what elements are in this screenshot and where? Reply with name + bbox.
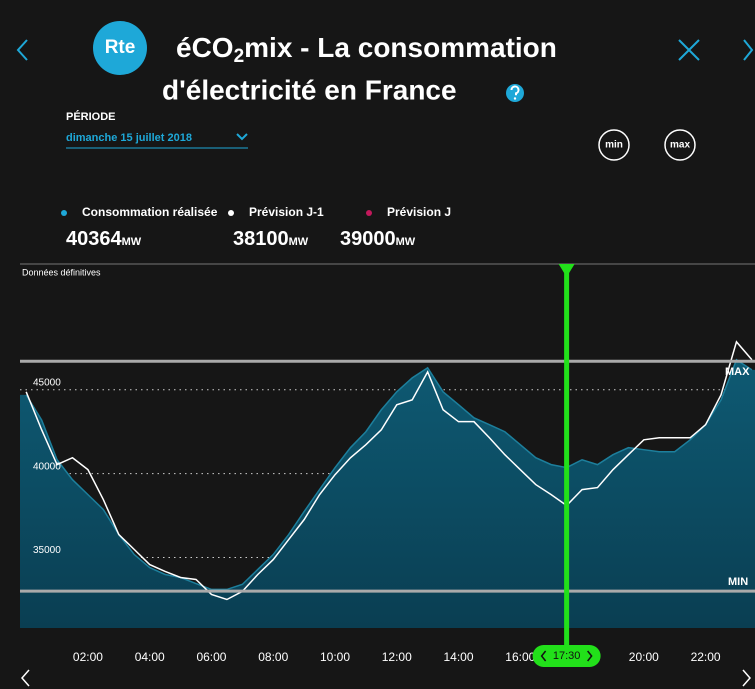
next-arrow[interactable] <box>743 39 754 61</box>
consumption-area <box>20 359 755 628</box>
legend-name: Prévision J <box>387 205 451 219</box>
readout-value: 38100MW <box>233 228 309 250</box>
x-tick-label: 06:00 <box>196 650 226 664</box>
legend-dot <box>228 210 234 216</box>
max-button-text: max <box>670 140 690 151</box>
unit: MW <box>396 236 416 248</box>
scroll-right[interactable] <box>742 669 751 687</box>
readout-value: 39000MW <box>340 228 416 250</box>
cursor-chevron-left <box>540 650 547 662</box>
x-tick-label: 22:00 <box>691 650 721 664</box>
x-tick-label: 20:00 <box>629 650 659 664</box>
help-glyph <box>510 85 520 96</box>
legend-name: Prévision J-1 <box>249 205 324 219</box>
x-tick-label: 16:00 <box>505 650 535 664</box>
max-line-label: MAX <box>725 366 750 378</box>
max-button[interactable] <box>664 129 696 161</box>
min-line-label: MIN <box>728 576 748 588</box>
cursor-label: 17:30 <box>553 650 581 662</box>
legend-name: Consommation réalisée <box>82 205 218 219</box>
scroll-left[interactable] <box>21 669 30 687</box>
legend-dot <box>61 210 67 216</box>
value: 38100 <box>233 228 289 250</box>
min-button-text: min <box>605 140 623 151</box>
x-tick-label: 08:00 <box>258 650 288 664</box>
help-dot <box>513 97 517 100</box>
close-icon[interactable] <box>678 39 700 61</box>
unit: MW <box>122 236 142 248</box>
period-label: PÉRIODE <box>66 110 116 123</box>
title-line2: d'électricité en France <box>162 74 457 105</box>
y-tick-label: 35000 <box>33 545 61 556</box>
chart-note: Données définitives <box>22 267 101 277</box>
logo-text: Rte <box>105 37 136 58</box>
readout-value: 40364MW <box>66 228 142 250</box>
title-subscript: 2 <box>234 46 245 67</box>
x-tick-label: 04:00 <box>135 650 165 664</box>
title-prefix: éCO <box>176 32 234 63</box>
consumption-edge <box>25 358 753 591</box>
forecast-line <box>25 340 753 601</box>
logo <box>93 21 147 75</box>
dropdown-chevron[interactable] <box>236 133 248 141</box>
period-value[interactable]: dimanche 15 juillet 2018 <box>66 132 192 144</box>
x-tick-label: 02:00 <box>73 650 103 664</box>
y-tick-label: 40000 <box>33 461 61 472</box>
value: 40364 <box>66 228 122 250</box>
legend-dot <box>366 210 372 216</box>
prev-arrow[interactable] <box>16 39 28 61</box>
cursor-chevron-right <box>587 650 593 662</box>
cursor-pill <box>532 645 601 667</box>
value: 39000 <box>340 228 396 250</box>
x-tick-label: 14:00 <box>444 650 474 664</box>
title-line1: éCO2mix - La consommation <box>176 32 557 67</box>
x-tick-label: 10:00 <box>320 650 350 664</box>
y-tick-label: 45000 <box>33 377 61 388</box>
unit: MW <box>289 236 309 248</box>
cursor-handle-top <box>558 264 575 277</box>
chart: Données définitives 35000 40000 45000 MAX MIN… <box>20 263 755 667</box>
min-button[interactable] <box>598 129 630 161</box>
x-tick-label: 12:00 <box>382 650 412 664</box>
title-rest: mix - La consommation <box>244 32 557 63</box>
